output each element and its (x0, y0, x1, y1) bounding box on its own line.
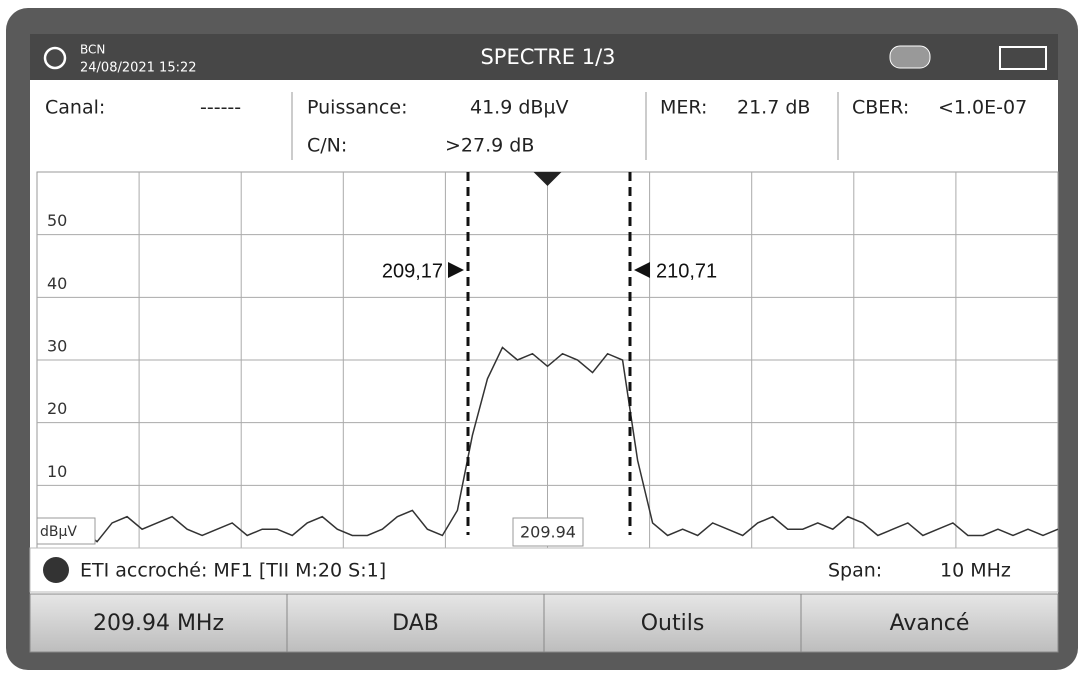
value: 21.7 dB (737, 97, 810, 119)
check-icon (43, 557, 69, 583)
value: ------ (200, 97, 241, 119)
label: MER: (660, 97, 707, 119)
y-tick-label: 40 (47, 274, 67, 293)
label: C/N: (307, 135, 347, 157)
y-tick-label: 10 (47, 462, 67, 481)
span-value: 10 MHz (940, 560, 1011, 582)
value: <1.0E-07 (938, 97, 1027, 119)
lock-status: ETI accroché: MF1 [TII M:20 S:1] (80, 560, 386, 582)
center-freq: 209.94 (520, 523, 576, 542)
y-tick-label: 20 (47, 399, 67, 418)
span-label: Span: (828, 560, 882, 582)
location: BCN (80, 43, 105, 57)
device-screen: BCN 24/08/2021 15:22 SPECTRE 1/3 Canal: … (0, 0, 1084, 676)
softkey-label[interactable]: DAB (392, 611, 439, 636)
label: Puissance: (307, 97, 407, 119)
y-tick-label: 50 (47, 211, 67, 230)
softkey-label[interactable]: Outils (641, 611, 705, 636)
value: 41.9 dBµV (470, 97, 569, 119)
softkey-label[interactable]: 209.94 MHz (93, 611, 224, 636)
marker-right: 210,71 (656, 260, 717, 282)
label: CBER: (852, 97, 909, 119)
value: >27.9 dB (445, 135, 534, 157)
datetime: 24/08/2021 15:22 (80, 61, 197, 76)
sp-icon (890, 46, 930, 68)
y-unit: dBµV (40, 524, 77, 540)
screen-title: SPECTRE 1/3 (480, 45, 615, 69)
label: Canal: (45, 97, 105, 119)
softkey-label[interactable]: Avancé (890, 611, 970, 636)
y-tick-label: 30 (47, 337, 67, 356)
marker-left: 209,17 (382, 260, 443, 282)
